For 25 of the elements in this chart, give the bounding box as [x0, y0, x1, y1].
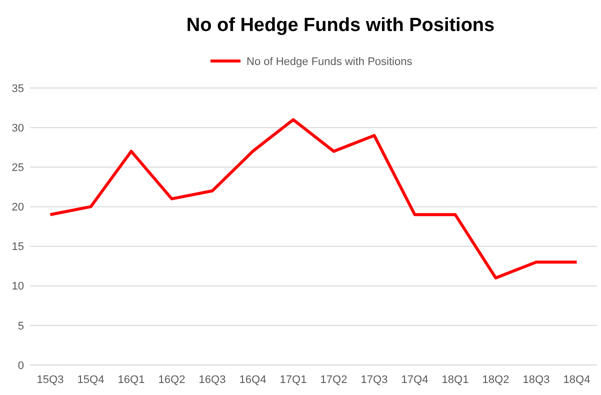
x-tick-label: 16Q2: [158, 374, 186, 386]
x-tick-label: 16Q4: [239, 374, 266, 386]
chart-title: No of Hedge Funds with Positions: [186, 15, 495, 36]
x-tick-label: 16Q3: [198, 374, 226, 386]
x-tick-label: 15Q3: [36, 374, 64, 386]
y-tick-label: 5: [18, 320, 24, 332]
y-tick-label: 10: [12, 280, 24, 293]
x-tick-label: 17Q3: [360, 374, 388, 386]
y-tick-label: 35: [12, 82, 24, 95]
x-tick-label: 15Q4: [77, 374, 104, 386]
x-tick-label: 16Q1: [118, 374, 145, 386]
y-tick-label: 25: [12, 162, 24, 174]
y-tick-label: 20: [12, 202, 24, 214]
legend-label: No of Hedge Funds with Positions: [246, 56, 413, 68]
x-tick-label: 18Q1: [442, 374, 469, 386]
x-tick-label: 17Q1: [280, 374, 307, 386]
x-tick-label: 18Q4: [563, 374, 590, 386]
x-tick-label: 18Q3: [522, 374, 550, 386]
x-tick-label: 17Q4: [401, 374, 428, 386]
y-tick-label: 30: [12, 122, 24, 134]
y-tick-label: 15: [12, 241, 24, 254]
x-tick-label: 17Q2: [320, 374, 348, 386]
y-tick-label: 0: [18, 360, 24, 372]
x-tick-label: 18Q2: [482, 374, 510, 386]
line-series: [48, 118, 578, 280]
